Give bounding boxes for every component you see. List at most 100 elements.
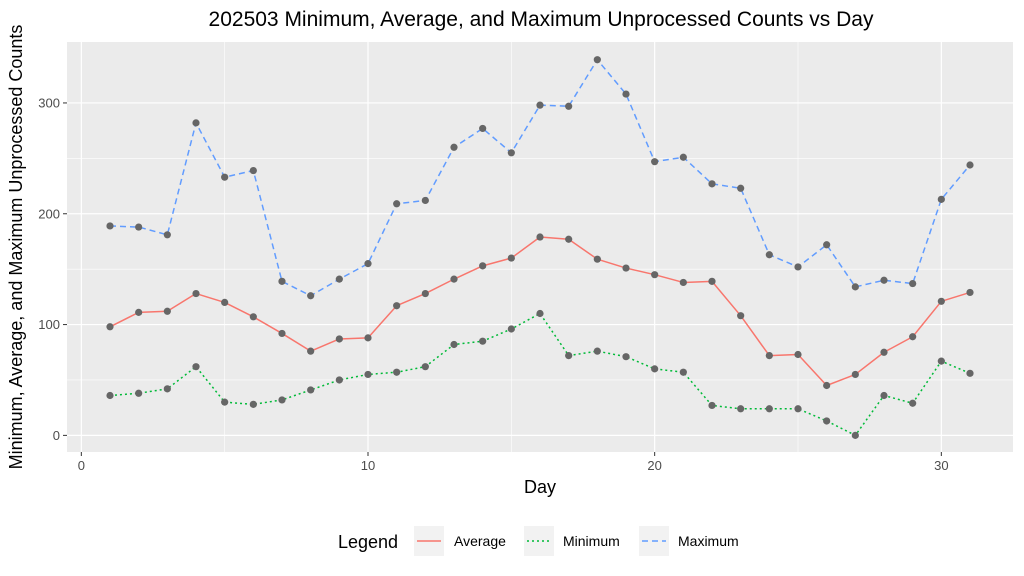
data-point-average <box>221 298 229 307</box>
legend-label-maximum: Maximum <box>678 533 739 549</box>
x-tick-label: 0 <box>78 458 85 473</box>
data-point-average <box>880 348 888 356</box>
data-point-minimum <box>794 405 802 413</box>
data-point-minimum <box>823 417 831 425</box>
data-point-average <box>421 289 429 298</box>
data-point-minimum <box>479 337 487 345</box>
data-point-minimum <box>135 389 143 397</box>
points-layer <box>106 56 974 439</box>
data-point-minimum <box>880 391 888 400</box>
data-point-minimum <box>335 376 343 384</box>
data-point-maximum <box>679 153 687 161</box>
data-point-maximum <box>307 292 315 300</box>
data-point-maximum <box>135 223 143 231</box>
data-point-minimum <box>192 363 200 371</box>
data-point-average <box>536 233 544 241</box>
data-point-minimum <box>106 391 114 400</box>
data-point-maximum <box>851 283 859 291</box>
data-point-average <box>765 351 773 360</box>
data-point-average <box>651 271 659 279</box>
data-point-average <box>450 275 458 283</box>
y-tick-label: 300 <box>38 95 60 110</box>
data-point-average <box>794 350 802 359</box>
data-point-maximum <box>536 101 544 109</box>
data-point-average <box>737 312 745 320</box>
data-point-maximum <box>192 119 200 127</box>
data-point-minimum <box>507 325 515 333</box>
data-point-maximum <box>794 263 802 271</box>
data-point-average <box>364 334 372 342</box>
legend-items: Average Minimum Maximum <box>414 526 739 556</box>
data-point-minimum <box>765 405 773 413</box>
legend-label-average: Average <box>454 533 506 549</box>
data-point-average <box>479 262 487 270</box>
data-point-average <box>307 347 315 355</box>
data-point-minimum <box>593 347 601 355</box>
data-point-average <box>708 277 716 285</box>
x-tick-label: 20 <box>647 458 661 473</box>
data-point-maximum <box>450 143 458 151</box>
data-point-average <box>937 297 945 305</box>
x-tick-label: 10 <box>361 458 375 473</box>
legend-label-minimum: Minimum <box>563 533 620 549</box>
data-point-average <box>507 254 515 262</box>
data-point-average <box>106 323 114 331</box>
data-point-average <box>966 288 974 297</box>
data-point-average <box>823 381 831 390</box>
data-point-minimum <box>622 353 630 361</box>
data-point-minimum <box>163 385 171 393</box>
data-point-minimum <box>565 351 573 360</box>
data-point-minimum <box>679 368 687 376</box>
data-point-maximum <box>593 56 601 64</box>
data-point-maximum <box>278 277 286 285</box>
data-point-average <box>909 333 917 341</box>
data-point-minimum <box>364 370 372 379</box>
y-tick-label: 0 <box>53 428 60 443</box>
data-point-minimum <box>909 399 917 407</box>
data-point-maximum <box>421 196 429 205</box>
data-point-maximum <box>479 124 487 133</box>
data-point-minimum <box>708 401 716 410</box>
data-point-average <box>278 329 286 338</box>
data-point-maximum <box>937 195 945 203</box>
chart-title: 202503 Minimum, Average, and Maximum Unp… <box>209 8 874 31</box>
data-point-average <box>622 264 630 272</box>
data-point-maximum <box>651 158 659 166</box>
data-point-minimum <box>450 340 458 349</box>
data-point-minimum <box>393 368 401 376</box>
data-point-average <box>393 302 401 310</box>
data-point-minimum <box>307 386 315 394</box>
y-axis-title: Minimum, Average, and Maximum Unprocesse… <box>6 25 26 470</box>
legend-title: Legend <box>338 532 398 552</box>
data-point-maximum <box>249 166 257 175</box>
data-point-average <box>192 289 200 298</box>
data-point-average <box>335 335 343 343</box>
data-point-average <box>851 370 859 379</box>
data-point-average <box>249 313 257 321</box>
data-point-average <box>163 307 171 315</box>
data-point-maximum <box>364 260 372 268</box>
data-point-minimum <box>737 405 745 413</box>
data-point-minimum <box>421 363 429 371</box>
data-point-average <box>135 308 143 316</box>
x-axis-title: Day <box>524 477 556 497</box>
data-point-minimum <box>966 369 974 377</box>
data-point-minimum <box>851 431 859 439</box>
data-point-minimum <box>278 396 286 404</box>
data-point-maximum <box>880 276 888 284</box>
data-point-maximum <box>909 279 917 288</box>
data-point-minimum <box>937 357 945 365</box>
x-tick-label: 30 <box>934 458 948 473</box>
data-point-maximum <box>823 241 831 249</box>
data-point-maximum <box>966 161 974 169</box>
data-point-maximum <box>765 251 773 259</box>
data-point-average <box>565 235 573 243</box>
data-point-minimum <box>651 365 659 373</box>
data-point-minimum <box>221 398 229 406</box>
data-point-minimum <box>249 400 257 408</box>
data-point-average <box>679 278 687 287</box>
legend: Legend Average Minimum Maximum <box>338 526 739 556</box>
